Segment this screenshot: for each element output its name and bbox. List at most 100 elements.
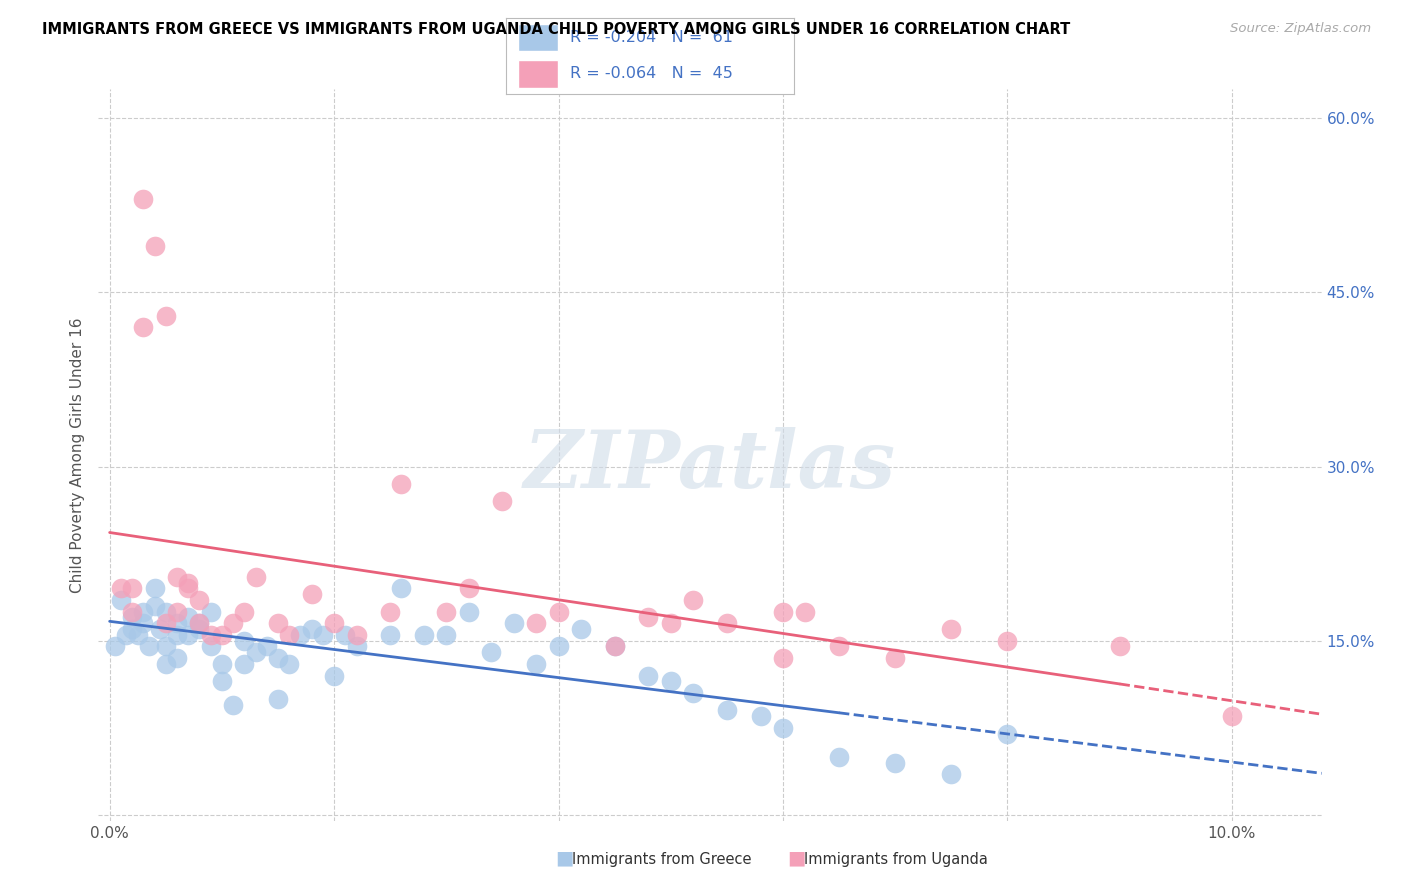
Point	[278, 628, 301, 642]
Text: ■: ■	[787, 848, 806, 867]
Point	[997, 726, 1019, 740]
Point	[177, 628, 200, 642]
Point	[121, 622, 143, 636]
Point	[132, 616, 155, 631]
Point	[222, 698, 245, 712]
Point	[346, 628, 368, 642]
Point	[166, 616, 188, 631]
Point	[301, 622, 323, 636]
Point	[110, 593, 132, 607]
Point	[380, 628, 402, 642]
Point	[716, 703, 738, 717]
Point	[121, 582, 143, 596]
Point	[637, 668, 659, 682]
Point	[682, 593, 704, 607]
Point	[312, 628, 335, 642]
Point	[637, 610, 659, 624]
Point	[267, 651, 290, 665]
Point	[997, 633, 1019, 648]
Text: ■: ■	[555, 848, 574, 867]
Point	[200, 640, 222, 654]
Point	[828, 749, 851, 764]
Point	[110, 582, 132, 596]
Text: Immigrants from Uganda: Immigrants from Uganda	[804, 852, 988, 867]
Text: IMMIGRANTS FROM GREECE VS IMMIGRANTS FROM UGANDA CHILD POVERTY AMONG GIRLS UNDER: IMMIGRANTS FROM GREECE VS IMMIGRANTS FRO…	[42, 22, 1070, 37]
Point	[434, 628, 457, 642]
Point	[177, 610, 200, 624]
Point	[121, 610, 143, 624]
Point	[941, 622, 963, 636]
Point	[659, 674, 682, 689]
Point	[177, 582, 200, 596]
Point	[457, 582, 479, 596]
Point	[143, 599, 166, 613]
Point	[188, 593, 211, 607]
Point	[132, 320, 155, 334]
Point	[547, 605, 569, 619]
Point	[772, 605, 794, 619]
Point	[166, 628, 188, 642]
Point	[188, 616, 211, 631]
Point	[772, 721, 794, 735]
Point	[524, 657, 547, 671]
Point	[200, 605, 222, 619]
Point	[479, 645, 502, 659]
Point	[716, 616, 738, 631]
Point	[502, 616, 524, 631]
Point	[457, 605, 479, 619]
Point	[524, 616, 547, 631]
Point	[547, 640, 569, 654]
Bar	[517, 24, 558, 51]
Point	[233, 605, 256, 619]
Point	[166, 605, 188, 619]
Point	[211, 628, 233, 642]
Point	[104, 640, 127, 654]
Point	[267, 616, 290, 631]
Point	[121, 605, 143, 619]
Point	[166, 651, 188, 665]
Point	[188, 622, 211, 636]
Point	[211, 657, 233, 671]
Point	[188, 616, 211, 631]
Text: R = -0.064   N =  45: R = -0.064 N = 45	[569, 66, 733, 81]
Bar	[517, 61, 558, 87]
Point	[434, 605, 457, 619]
Point	[233, 633, 256, 648]
Point	[143, 582, 166, 596]
Point	[200, 628, 222, 642]
Text: R = -0.204   N =  61: R = -0.204 N = 61	[569, 30, 733, 45]
Point	[155, 640, 177, 654]
Y-axis label: Child Poverty Among Girls Under 16: Child Poverty Among Girls Under 16	[70, 318, 86, 592]
Point	[749, 709, 772, 723]
Point	[115, 628, 138, 642]
Point	[155, 657, 177, 671]
Point	[380, 605, 402, 619]
Point	[1108, 640, 1130, 654]
Point	[772, 651, 794, 665]
Point	[412, 628, 434, 642]
Point	[884, 756, 907, 770]
Point	[166, 570, 188, 584]
Point	[245, 645, 267, 659]
Point	[346, 640, 368, 654]
Point	[335, 628, 357, 642]
Point	[155, 616, 177, 631]
Point	[301, 587, 323, 601]
Point	[391, 477, 413, 491]
Point	[143, 239, 166, 253]
Point	[603, 640, 626, 654]
Point	[132, 605, 155, 619]
Point	[222, 616, 245, 631]
Text: ZIPatlas: ZIPatlas	[524, 427, 896, 505]
Point	[569, 622, 592, 636]
Point	[391, 582, 413, 596]
Point	[659, 616, 682, 631]
Point	[828, 640, 851, 654]
Point	[491, 494, 513, 508]
Text: Immigrants from Greece: Immigrants from Greece	[572, 852, 752, 867]
Point	[233, 657, 256, 671]
Point	[245, 570, 267, 584]
Point	[127, 628, 149, 642]
Point	[155, 309, 177, 323]
Point	[132, 193, 155, 207]
